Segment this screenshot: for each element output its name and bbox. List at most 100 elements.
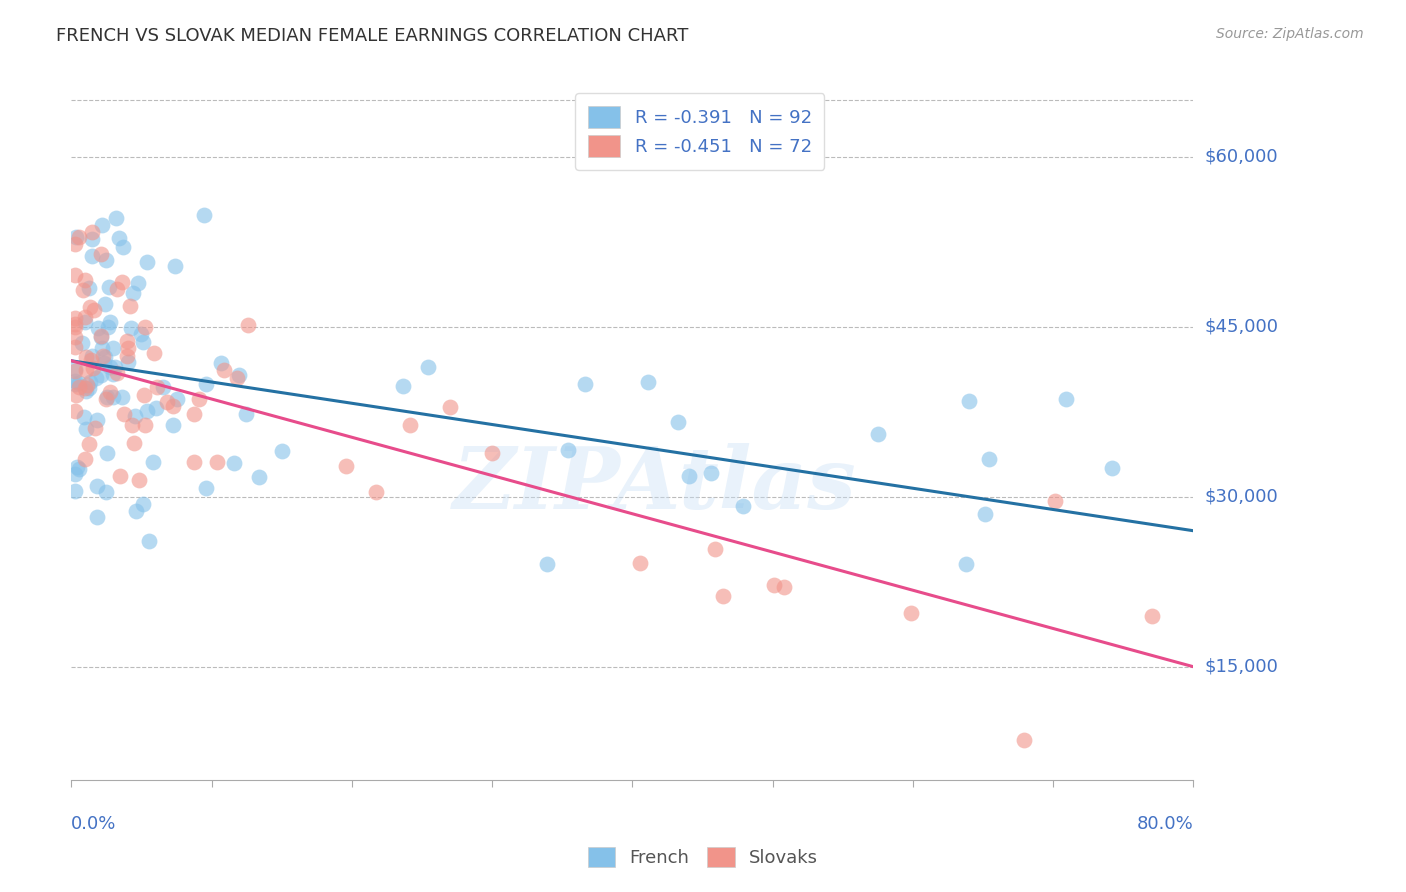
Point	[105, 282, 128, 296]
Point	[117, 355, 139, 369]
Point	[67, 380, 90, 394]
Point	[101, 342, 124, 356]
Point	[733, 499, 755, 513]
Text: $15,000: $15,000	[1205, 657, 1278, 676]
Point	[79, 381, 101, 395]
Point	[108, 231, 131, 245]
Point	[65, 236, 87, 251]
Point	[65, 377, 87, 392]
Point	[73, 381, 96, 395]
Point	[188, 392, 211, 407]
Point	[142, 345, 165, 359]
Point	[117, 341, 139, 355]
Point	[104, 360, 127, 375]
Point	[65, 340, 87, 354]
Point	[97, 319, 120, 334]
Point	[138, 534, 160, 549]
Point	[79, 352, 101, 367]
Point	[637, 376, 659, 390]
Point	[83, 303, 105, 318]
Point	[73, 310, 96, 325]
Point	[77, 281, 100, 295]
Point	[193, 208, 215, 222]
Point	[75, 363, 97, 377]
Point	[87, 320, 110, 334]
Point	[773, 580, 796, 594]
Point	[957, 394, 980, 409]
Point	[131, 497, 153, 511]
Point	[65, 364, 87, 378]
Point	[704, 542, 727, 557]
Point	[183, 408, 205, 422]
Point	[65, 404, 87, 418]
Point	[86, 413, 108, 427]
Point	[96, 390, 118, 404]
Point	[66, 460, 89, 475]
Point	[115, 349, 138, 363]
Point	[222, 456, 245, 470]
Point	[80, 232, 103, 246]
Point	[868, 426, 890, 441]
Point	[93, 356, 115, 370]
Point	[900, 606, 922, 620]
Point	[132, 334, 155, 349]
Point	[235, 408, 257, 422]
Point	[90, 368, 112, 382]
Point	[398, 417, 420, 432]
Point	[439, 400, 461, 414]
Point	[75, 273, 97, 287]
Point	[86, 479, 108, 493]
Point	[236, 318, 259, 332]
Point	[73, 315, 96, 329]
Point	[72, 283, 94, 297]
Point	[666, 415, 689, 429]
Point	[118, 299, 141, 313]
Point	[91, 349, 114, 363]
Point	[91, 341, 114, 355]
Point	[121, 418, 143, 433]
Point	[86, 509, 108, 524]
Point	[65, 388, 87, 402]
Point	[120, 321, 142, 335]
Point	[67, 230, 90, 244]
Point	[65, 310, 87, 325]
Point	[955, 558, 977, 572]
Point	[152, 380, 174, 394]
Point	[145, 401, 167, 415]
Point	[101, 390, 124, 404]
Point	[94, 297, 117, 311]
Point	[98, 315, 121, 329]
Text: $45,000: $45,000	[1205, 318, 1278, 335]
Point	[416, 359, 439, 374]
Point	[82, 249, 104, 263]
Point	[122, 436, 145, 450]
Legend: French, Slovaks: French, Slovaks	[581, 839, 825, 874]
Point	[166, 392, 188, 406]
Point	[207, 455, 229, 469]
Point	[1140, 608, 1163, 623]
Text: ZIPAtlas: ZIPAtlas	[453, 443, 856, 526]
Point	[1054, 392, 1077, 406]
Point	[228, 368, 250, 382]
Point	[163, 259, 186, 273]
Point	[700, 467, 723, 481]
Point	[105, 367, 128, 381]
Point	[209, 356, 232, 370]
Point	[98, 385, 121, 400]
Text: 0.0%: 0.0%	[72, 815, 117, 833]
Point	[212, 363, 235, 377]
Point	[77, 437, 100, 451]
Point	[101, 367, 124, 381]
Text: Source: ZipAtlas.com: Source: ZipAtlas.com	[1216, 27, 1364, 41]
Point	[678, 469, 700, 483]
Point	[76, 377, 98, 392]
Point	[145, 380, 167, 394]
Point	[65, 467, 87, 481]
Point	[364, 485, 387, 500]
Point	[82, 226, 104, 240]
Point	[974, 507, 997, 521]
Point	[977, 452, 1000, 467]
Point	[90, 328, 112, 343]
Point	[65, 330, 87, 344]
Point	[127, 276, 149, 290]
